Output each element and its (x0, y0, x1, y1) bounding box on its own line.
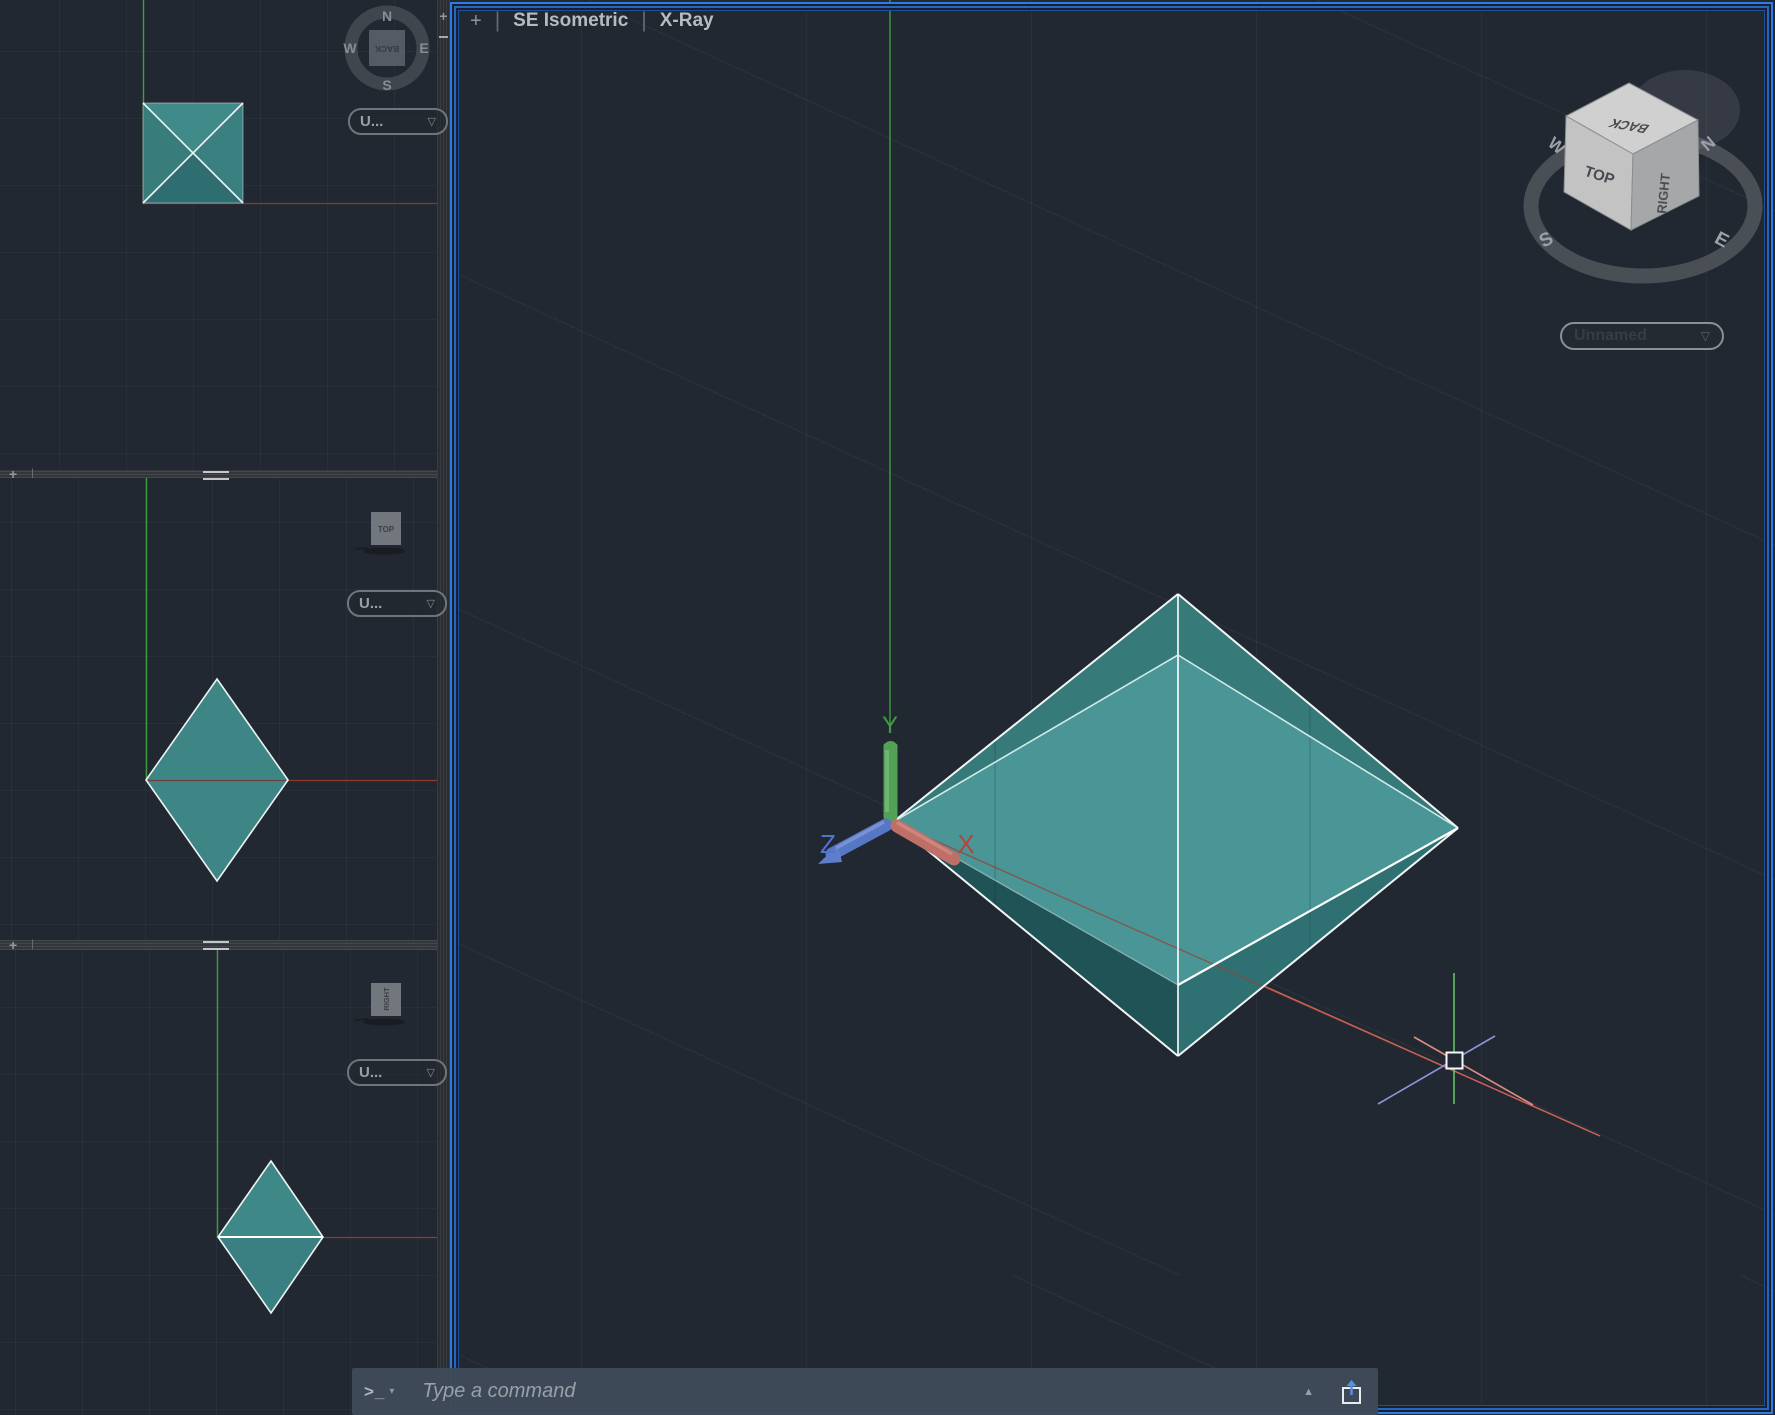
view-control-label[interactable]: SE Isometric (513, 10, 629, 31)
horizontal-viewport-divider[interactable]: + | (0, 937, 450, 953)
dropdown-arrow-icon: ▽ (426, 598, 435, 610)
viewcube-mini-ring-tick (354, 547, 369, 550)
vp1-compass[interactable]: BACK N W E S (343, 5, 430, 93)
ucs-x-cylinder (890, 819, 961, 866)
ucs-z-highlight (835, 820, 885, 850)
solid-face (193, 103, 243, 203)
dropdown-arrow-icon: ▽ (426, 1067, 435, 1079)
viewcube-mini-ring (363, 547, 405, 555)
viewcube[interactable]: BACK TOP RIGHT W N S E (1523, 70, 1763, 284)
divider-separator: | (31, 939, 34, 950)
viewport-right-view[interactable] (0, 950, 437, 1415)
viewcube-mini-face[interactable] (371, 983, 401, 1016)
solid-face (143, 103, 193, 203)
ucs-z-cylinder (825, 818, 893, 861)
vp3-minicube[interactable]: RIGHT (354, 983, 405, 1026)
compass-east[interactable]: E (419, 40, 428, 56)
compass-face-button[interactable] (369, 30, 405, 66)
vp1-solid-top-view[interactable] (142, 102, 244, 204)
command-options-arrow-icon[interactable]: ▾ (389, 1386, 395, 1397)
named-view-dropdown[interactable]: Unnamed ▽ (1560, 322, 1724, 350)
vp1-navbar-label: U... (360, 113, 384, 130)
octa-front-edge (892, 654, 1179, 823)
horizontal-viewport-divider[interactable]: + | (0, 466, 450, 482)
x-axis-line-bright (1263, 985, 1601, 1137)
ucs-y-label: Y (882, 712, 898, 739)
viewcube-back-label[interactable]: BACK (1605, 116, 1652, 136)
viewport-controls: + | SE Isometric | X-Ray (470, 9, 714, 33)
vp2-navbar-dropdown[interactable]: U... ▽ (347, 590, 447, 617)
divider-plus-icon[interactable]: + (439, 8, 448, 24)
vp2-solid-front-view[interactable] (145, 677, 289, 883)
crosshair-cursor (1377, 973, 1534, 1106)
compass-west[interactable]: W (343, 40, 357, 56)
divider-separator: | (31, 468, 34, 479)
dropdown-arrow-icon: ▽ (427, 116, 436, 128)
octa-back-faces (893, 594, 1458, 828)
compass-north[interactable]: N (382, 8, 392, 24)
ucs-x-label: X (957, 829, 974, 859)
octa-front-edge (1177, 654, 1459, 829)
share-icon[interactable] (1340, 1378, 1364, 1406)
solid-face (143, 153, 243, 203)
viewcube-mini-ring-tick (354, 1018, 369, 1021)
crosshair-x (1413, 1036, 1534, 1106)
octa-edge (892, 821, 1179, 1057)
command-prompt-icon[interactable]: >_ (364, 1381, 386, 1401)
separator: | (494, 9, 501, 32)
viewcube-mini-label: RIGHT (382, 987, 391, 1011)
vp2-minicube[interactable]: TOP (354, 512, 405, 555)
divider-drag-handle[interactable] (203, 941, 229, 950)
compass-face-label: BACK (374, 44, 399, 54)
visual-style-control-label[interactable]: X-Ray (659, 10, 714, 31)
vp3-navbar-label: U... (359, 1064, 383, 1081)
command-history-arrow-icon[interactable]: ▲ (1303, 1385, 1314, 1398)
viewcube-face-right[interactable] (1630, 119, 1700, 231)
divider-drag-handle[interactable] (439, 36, 448, 38)
crosshair-z (1377, 1035, 1496, 1105)
octa-front-edge (1177, 827, 1459, 986)
command-input[interactable] (420, 1379, 1304, 1404)
solid-lower-half (218, 1237, 323, 1313)
vp3-navbar-dropdown[interactable]: U... ▽ (347, 1059, 447, 1086)
viewport-menu-plus[interactable]: + (470, 9, 482, 32)
ucs-z-tip (818, 845, 842, 864)
compass-ring[interactable] (344, 5, 430, 91)
vp3-solid-right-view[interactable] (217, 1159, 324, 1315)
octahedron-solid[interactable] (892, 593, 1601, 1137)
dropdown-arrow-icon: ▽ (1700, 329, 1710, 343)
ucs-x-highlight (896, 820, 953, 856)
divider-plus-icon[interactable]: + (9, 937, 18, 953)
viewcube-mini-label: TOP (378, 525, 395, 534)
octa-edge (1177, 593, 1459, 829)
vp2-navbar-label: U... (359, 595, 383, 612)
viewcube-right-label[interactable]: RIGHT (1654, 173, 1673, 215)
viewcube-mini-face[interactable] (371, 512, 401, 545)
octa-edge (1177, 827, 1459, 1057)
viewcube-mini-ring (363, 1018, 405, 1026)
solid-outline (142, 102, 244, 204)
octa-edge (892, 593, 1179, 823)
vp1-navbar-dropdown[interactable]: U... ▽ (348, 108, 448, 135)
divider-drag-handle[interactable] (203, 471, 229, 480)
octa-front-faces (893, 655, 1458, 985)
solid-face (143, 103, 243, 153)
command-bar[interactable]: >_ ▾ ▲ (352, 1368, 1378, 1415)
compass-south[interactable]: S (382, 77, 391, 93)
solid-upper-half (218, 1161, 323, 1237)
pickbox (1445, 1051, 1464, 1070)
solid-outline (217, 1159, 324, 1315)
ucs-icon[interactable]: Y Z X (818, 712, 975, 866)
named-view-label: Unnamed (1574, 327, 1647, 344)
separator: | (641, 9, 647, 32)
ucs-z-label: Z (820, 829, 836, 859)
solid-edge (142, 102, 244, 204)
divider-plus-icon[interactable]: + (9, 466, 18, 482)
